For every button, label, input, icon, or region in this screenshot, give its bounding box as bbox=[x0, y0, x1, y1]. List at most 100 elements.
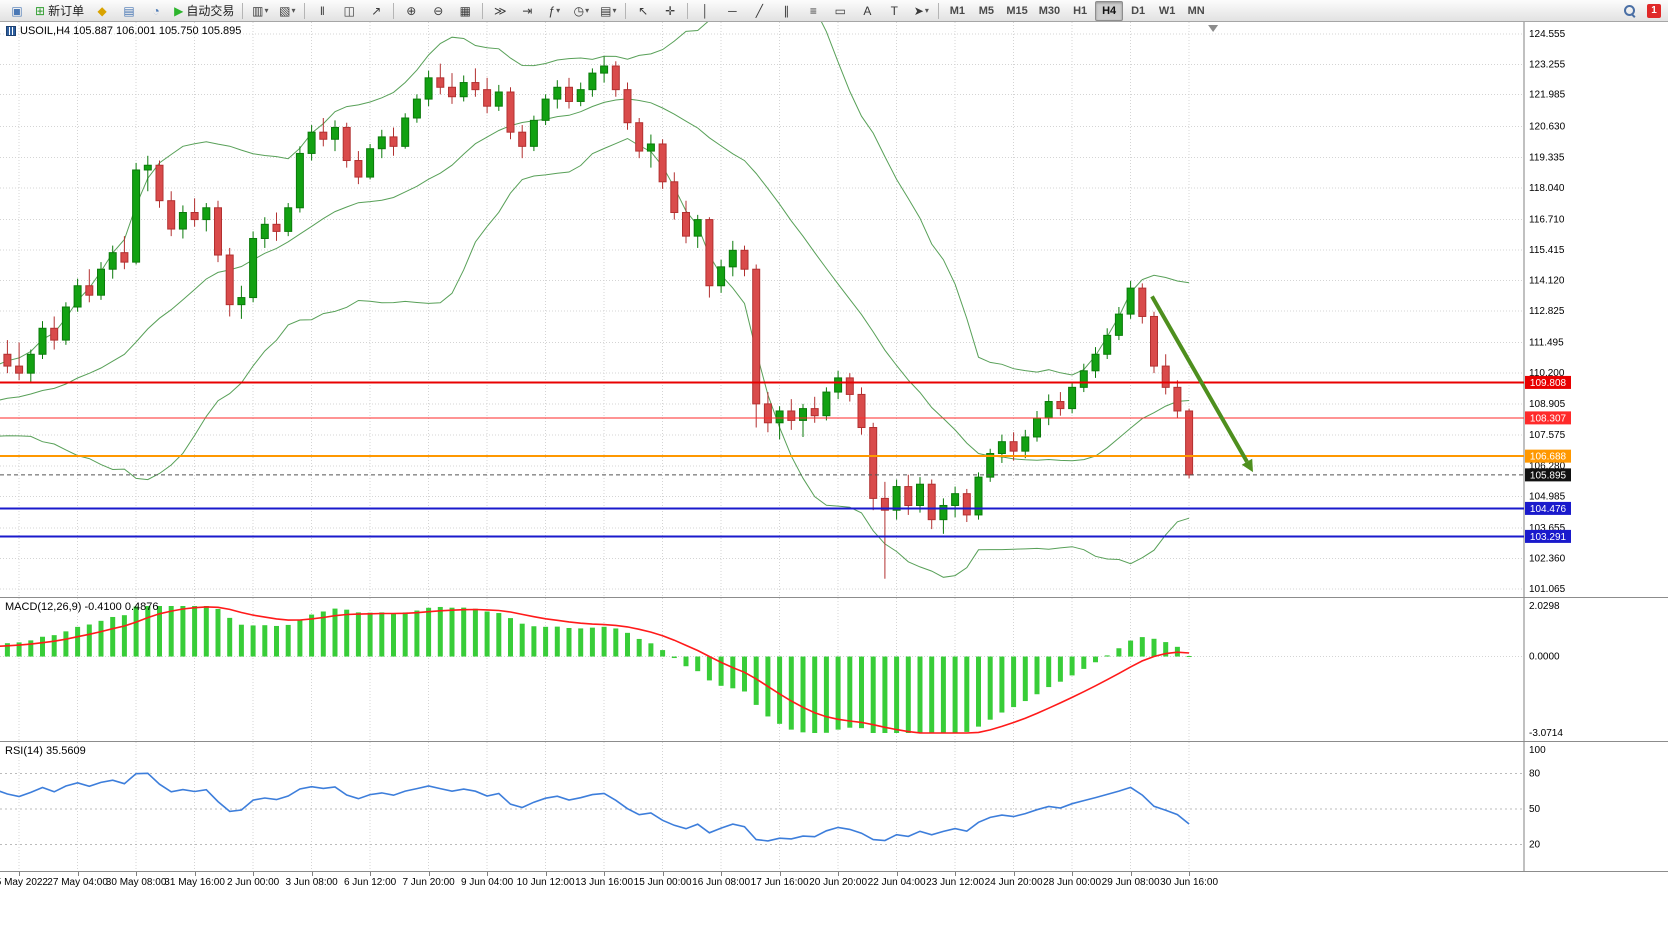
svg-text:102.360: 102.360 bbox=[1529, 553, 1566, 564]
new-order-button-icon: ⊞ bbox=[35, 3, 46, 18]
rsi-chart[interactable]: 100 80 50 20 bbox=[0, 742, 1668, 872]
zoom-out-icon[interactable]: ⊖ bbox=[425, 1, 451, 21]
macd-axis: 2.0298 0.0000 -3.0714 bbox=[1529, 601, 1563, 739]
zoom-in-icon[interactable]: ⊕ bbox=[398, 1, 424, 21]
line-chart-icon[interactable]: ↗ bbox=[363, 1, 389, 21]
svg-text:80: 80 bbox=[1529, 769, 1541, 780]
symbols-icon[interactable]: ◆ bbox=[89, 1, 115, 21]
dropdown-caret-icon: ▾ bbox=[556, 6, 561, 15]
templates-icon[interactable]: ▤ ▾ bbox=[595, 1, 621, 21]
cursor-icon[interactable]: ↖ bbox=[630, 1, 656, 21]
time-label: 13 Jun 16:00 bbox=[575, 877, 634, 888]
channel-icon[interactable]: ∥ bbox=[773, 1, 799, 21]
macd-label: MACD(12,26,9) -0.4100 0.4876 bbox=[5, 601, 159, 613]
svg-text:105.895: 105.895 bbox=[1530, 470, 1567, 481]
bar-chart-icon[interactable]: ‖ bbox=[309, 1, 335, 21]
time-tick bbox=[896, 872, 898, 876]
auto-scroll-icon: ≫ bbox=[494, 3, 507, 18]
price-axis: 124.555 123.255 121.985 120.630 119.335 118.0… bbox=[1525, 29, 1571, 595]
timeframe-m1[interactable]: M1 bbox=[949, 4, 965, 17]
time-tick bbox=[955, 872, 957, 876]
price-chart-panel[interactable]: 124.555 123.255 121.985 120.630 119.335 118.0… bbox=[0, 22, 1668, 597]
svg-text:116.710: 116.710 bbox=[1529, 214, 1565, 225]
price-badge bbox=[1525, 411, 1571, 425]
time-label: 3 Jun 08:00 bbox=[285, 877, 338, 888]
candlestick-icon[interactable]: ◫ bbox=[336, 1, 362, 21]
svg-text:0.0000: 0.0000 bbox=[1529, 652, 1560, 663]
timeframe-w1[interactable]: W1 bbox=[1158, 4, 1176, 17]
grid-layer bbox=[0, 22, 1524, 597]
timeframe-h1[interactable]: H1 bbox=[1073, 4, 1088, 17]
fibonacci-icon[interactable]: ≡ bbox=[800, 1, 826, 21]
rsi-indicator-panel[interactable]: 100 80 50 20 RSI(14) 35.5609 bbox=[0, 741, 1668, 872]
arrows-icon[interactable]: ➤ ▾ bbox=[908, 1, 934, 21]
svg-text:2.0298: 2.0298 bbox=[1529, 601, 1560, 612]
timeframe-m5[interactable]: M5 bbox=[978, 4, 994, 17]
market-watch-icon[interactable]: ▤ bbox=[116, 1, 142, 21]
indicators-icon[interactable]: ƒ ▾ bbox=[541, 1, 567, 21]
candles-layer bbox=[3, 56, 1194, 579]
chart-shift-icon[interactable]: ⇥ bbox=[514, 1, 540, 21]
bollinger-bands bbox=[0, 22, 1190, 578]
auto-scroll-icon[interactable]: ≫ bbox=[487, 1, 513, 21]
toolbar-separator bbox=[625, 2, 627, 19]
price-badge bbox=[1525, 468, 1571, 482]
data-window-icon[interactable]: ◔ bbox=[143, 1, 169, 21]
timeframe-m30[interactable]: M30 bbox=[1038, 4, 1061, 17]
text-icon: A bbox=[863, 3, 872, 18]
time-label: 29 Jun 08:00 bbox=[1101, 877, 1160, 888]
arrows-icon: ➤ bbox=[913, 3, 924, 18]
svg-text:101.065: 101.065 bbox=[1529, 584, 1566, 595]
time-tick bbox=[779, 872, 781, 876]
dropdown-caret-icon: ▾ bbox=[924, 6, 929, 15]
trendline-icon[interactable]: ╱ bbox=[746, 1, 772, 21]
macd-indicator-panel[interactable]: 2.0298 0.0000 -3.0714 MACD(12,26,9) -0.410… bbox=[0, 597, 1668, 741]
timeframe-mn[interactable]: MN bbox=[1187, 4, 1205, 17]
label-icon[interactable]: T bbox=[881, 1, 907, 21]
cursor-icon: ↖ bbox=[638, 3, 649, 18]
time-tick bbox=[545, 872, 547, 876]
shapes-icon[interactable]: ▭ bbox=[827, 1, 853, 21]
svg-text:119.335: 119.335 bbox=[1529, 152, 1565, 163]
autotrading-button[interactable]: ▶ 自动交易 bbox=[170, 1, 238, 21]
periods-icon: ◷ bbox=[573, 3, 585, 18]
notification-badge[interactable]: 1 bbox=[1647, 3, 1661, 18]
toolbar-separator bbox=[242, 2, 244, 19]
toolbar-separator bbox=[304, 2, 306, 19]
vline-icon[interactable]: │ bbox=[692, 1, 718, 21]
search-icon[interactable] bbox=[1616, 1, 1643, 21]
time-label: 22 Jun 04:00 bbox=[867, 877, 926, 888]
profiles-icon[interactable]: ▧ ▾ bbox=[274, 1, 300, 21]
hline-icon[interactable]: ─ bbox=[719, 1, 745, 21]
toolbar-separator bbox=[482, 2, 484, 19]
chart-shift-marker[interactable] bbox=[1208, 25, 1219, 32]
timeframe-d1[interactable]: D1 bbox=[1131, 4, 1146, 17]
time-label: 10 Jun 12:00 bbox=[516, 877, 575, 888]
timeframe-m15[interactable]: M15 bbox=[1006, 4, 1028, 17]
crosshair-icon[interactable]: ✛ bbox=[657, 1, 683, 21]
vline-icon: │ bbox=[701, 3, 710, 18]
dropdown-caret-icon: ▾ bbox=[612, 6, 617, 15]
time-label: 20 Jun 20:00 bbox=[809, 877, 868, 888]
new-order-button[interactable]: ⊞ 新订单 bbox=[31, 1, 88, 21]
svg-text:123.255: 123.255 bbox=[1529, 60, 1566, 71]
text-icon[interactable]: A bbox=[854, 1, 880, 21]
svg-text:111.495: 111.495 bbox=[1529, 338, 1564, 349]
shapes-icon: ▭ bbox=[834, 3, 846, 18]
periods-icon[interactable]: ◷ ▾ bbox=[568, 1, 594, 21]
time-label: 30 Jun 16:00 bbox=[1160, 877, 1219, 888]
chart-shift-icon: ⇥ bbox=[522, 3, 533, 18]
time-label: 23 Jun 12:00 bbox=[926, 877, 985, 888]
price-chart[interactable]: 124.555 123.255 121.985 120.630 119.335 118.0… bbox=[0, 22, 1668, 597]
tile-windows-icon[interactable]: ▦ bbox=[452, 1, 478, 21]
new-chart-icon: ▥ bbox=[252, 3, 264, 18]
timeframe-h4[interactable]: H4 bbox=[1095, 0, 1124, 21]
terminal-icon[interactable]: ▣ bbox=[4, 1, 30, 21]
macd-chart[interactable]: 2.0298 0.0000 -3.0714 bbox=[0, 598, 1668, 741]
trend-arrow[interactable] bbox=[1150, 295, 1253, 473]
zoom-in-icon: ⊕ bbox=[406, 3, 417, 18]
time-label: 15 Jun 00:00 bbox=[633, 877, 692, 888]
rsi-axis: 100 80 50 20 bbox=[1529, 745, 1546, 850]
new-chart-icon[interactable]: ▥ ▾ bbox=[247, 1, 273, 21]
